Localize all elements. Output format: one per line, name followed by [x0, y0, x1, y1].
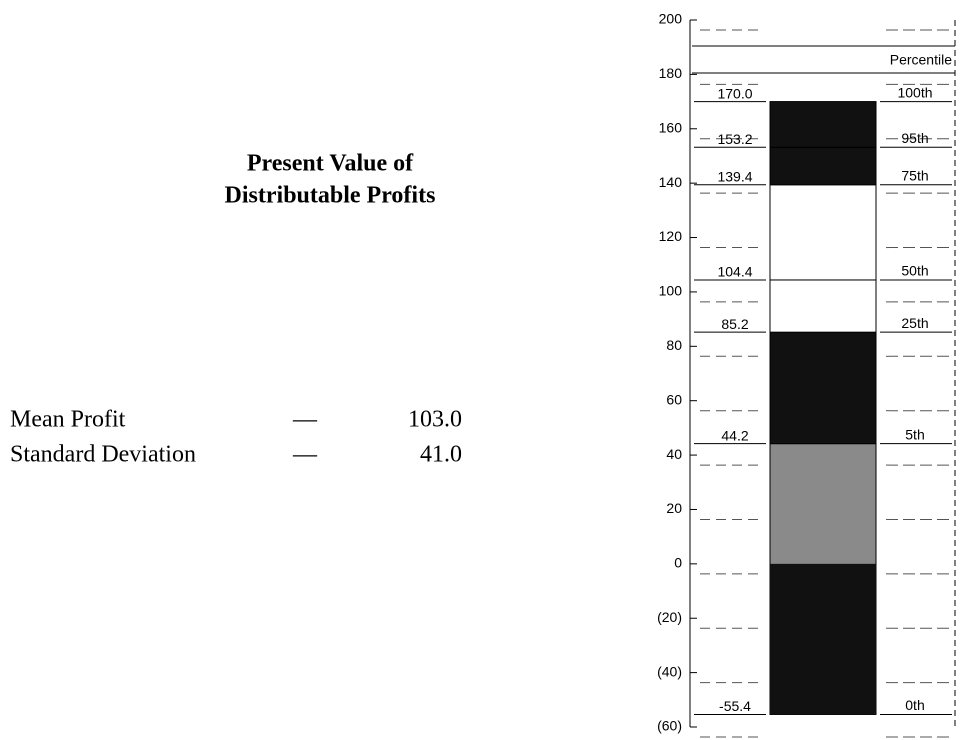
percentile-label: 5th: [905, 426, 924, 442]
negative-segment: [770, 563, 876, 715]
y-tick-label: 180: [659, 65, 683, 81]
y-tick-label: 100: [659, 283, 683, 299]
value-label: 139.4: [717, 168, 752, 184]
y-tick-label: 120: [659, 228, 683, 244]
value-label: 153.2: [717, 131, 752, 147]
y-tick-label: (60): [657, 718, 682, 734]
percentile-label: 75th: [901, 167, 928, 183]
y-tick-label: 200: [659, 11, 683, 27]
value-label: 104.4: [717, 264, 752, 280]
percentile-header: Percentile: [890, 52, 952, 68]
title-line: Present Value of: [247, 151, 414, 177]
bar-segment: [769, 146, 877, 186]
y-tick-label: 20: [666, 500, 682, 516]
y-tick-label: 140: [659, 174, 683, 190]
percentile-label: 95th: [901, 130, 928, 146]
stat-label: Standard Deviation: [10, 442, 196, 468]
y-tick-label: 0: [674, 555, 682, 571]
bar-segment: [769, 331, 877, 445]
stat-value: 103.0: [408, 407, 462, 433]
y-tick-label: 160: [659, 119, 683, 135]
percentile-label: 50th: [901, 263, 928, 279]
bar-segment: [769, 101, 877, 148]
value-label: 44.2: [721, 427, 748, 443]
y-tick-label: 80: [666, 337, 682, 353]
percentile-label: 0th: [905, 697, 924, 713]
value-label: 85.2: [721, 316, 748, 332]
value-label: -55.4: [719, 698, 751, 714]
title-line: Distributable Profits: [225, 183, 436, 209]
bar-segment: [769, 184, 877, 281]
value-label: 170.0: [717, 85, 752, 101]
percentile-label: 25th: [901, 315, 928, 331]
bar-segment: [769, 279, 877, 333]
percentile-label: 100th: [897, 84, 932, 100]
y-tick-label: (40): [657, 663, 682, 679]
stat-label: Mean Profit: [10, 407, 126, 433]
stat-dash: —: [292, 442, 318, 468]
y-tick-label: 60: [666, 391, 682, 407]
y-tick-label: (20): [657, 609, 682, 625]
stat-dash: —: [292, 407, 318, 433]
stat-value: 41.0: [420, 442, 462, 468]
y-tick-label: 40: [666, 446, 682, 462]
